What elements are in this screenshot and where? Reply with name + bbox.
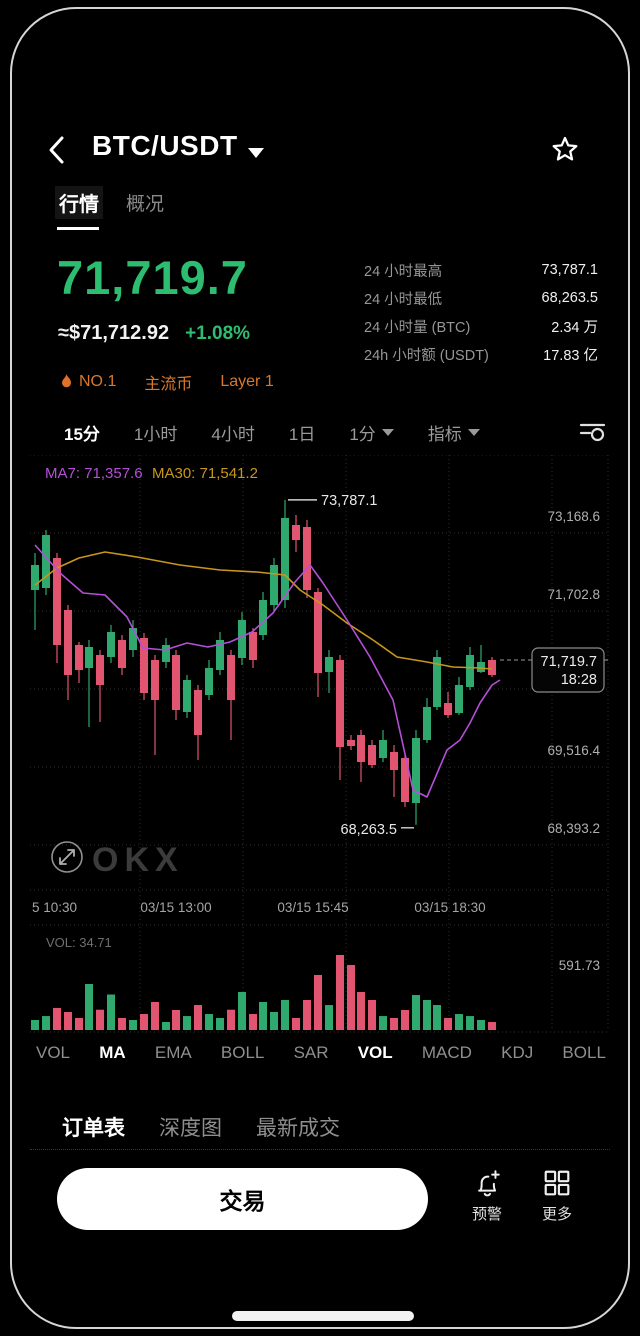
indicator-tabs: VOL MA EMA BOLL SAR VOL MACD KDJ BOLL: [36, 1043, 606, 1063]
price-axis-label: 69,516.4: [547, 743, 600, 758]
volume-current-label: VOL: 34.71: [46, 935, 112, 950]
pair-selector-caret-icon[interactable]: [248, 148, 264, 158]
timeframe-4h[interactable]: 4小时: [211, 424, 255, 444]
home-indicator[interactable]: [232, 1311, 414, 1321]
current-price-tag[interactable]: 71,719.7 18:28: [531, 647, 605, 693]
indicator-macd[interactable]: MACD: [421, 1043, 472, 1062]
watermark-text: OKX: [92, 841, 184, 879]
category-badge-mainstream[interactable]: 主流币: [144, 376, 193, 393]
tab-market-underline: [57, 227, 99, 230]
candles: [31, 499, 496, 825]
ma7-line: [34, 544, 501, 798]
back-icon[interactable]: [46, 135, 68, 165]
trade-button[interactable]: 交易: [57, 1168, 428, 1230]
stats-panel: 24 小时最高 73,787.1 24 小时最低 68,263.5 24 小时量…: [352, 256, 598, 368]
volume-axis-label: 591.73: [559, 958, 600, 973]
time-axis-label: 03/15 18:30: [414, 900, 485, 915]
chevron-down-icon: [467, 428, 480, 436]
bell-plus-icon: [478, 1170, 500, 1197]
stat-value: 68,263.5: [541, 290, 598, 306]
flame-icon: [62, 374, 71, 388]
stat-value: 17.83 亿: [543, 347, 598, 364]
stat-row: 24 小时量 (BTC) 2.34 万: [352, 312, 598, 340]
tab-depth-chart[interactable]: 深度图: [159, 1117, 222, 1140]
timeframe-15m[interactable]: 15分: [64, 424, 100, 444]
stat-label: 24 小时最低: [364, 291, 443, 308]
ma30-label: MA30: 71,541.2: [152, 465, 258, 482]
pair-title[interactable]: BTC/USDT: [92, 130, 238, 161]
favorite-star-icon[interactable]: [549, 134, 581, 166]
stat-value: 2.34 万: [551, 319, 598, 336]
ma30-line: [34, 551, 493, 670]
tag-price: 71,719.7: [541, 654, 597, 670]
stat-row: 24 小时最低 68,263.5: [352, 284, 598, 312]
change-24h: +1.08%: [185, 323, 251, 344]
stat-label: 24h 小时额 (USDT): [364, 347, 489, 364]
time-axis-label: 03/15 13:00: [140, 900, 211, 915]
chart-settings-icon[interactable]: [579, 421, 606, 443]
grid-more-icon: [544, 1170, 570, 1196]
tab-market[interactable]: 行情: [55, 186, 103, 219]
indicator-vol-main[interactable]: VOL: [36, 1043, 71, 1062]
low-annotation: 68,263.5: [341, 822, 397, 838]
indicator-dropdown[interactable]: 指标: [428, 420, 480, 445]
timeframe-row: 15分 1小时 4小时 1日 1分 指标: [64, 418, 606, 446]
price-axis-label: 73,168.6: [547, 509, 600, 524]
timeframe-1m-dropdown[interactable]: 1分: [349, 420, 394, 445]
price-axis-label: 68,393.2: [547, 821, 600, 836]
time-axis-label: 5 10:30: [32, 900, 77, 915]
indicator-ema[interactable]: EMA: [154, 1043, 192, 1062]
divider: [30, 1149, 610, 1150]
stat-value: 73,787.1: [541, 262, 598, 278]
price-chart[interactable]: OKX MA7: 71,357.6 MA30: 71,541.2 73,787.1 68…: [30, 455, 610, 1035]
tag-time: 18:28: [561, 672, 597, 688]
chart-grid: [30, 455, 610, 1033]
high-annotation: 73,787.1: [321, 493, 377, 509]
alert-action[interactable]: 预警: [464, 1168, 510, 1224]
indicator-ma[interactable]: MA: [99, 1043, 126, 1062]
timeframe-1h[interactable]: 1小时: [133, 424, 178, 444]
stat-row: 24 小时最高 73,787.1: [352, 256, 598, 284]
timeframe-1d[interactable]: 1日: [288, 424, 316, 444]
indicator-sar[interactable]: SAR: [293, 1043, 329, 1062]
tab-order-book[interactable]: 订单表: [62, 1117, 125, 1140]
stat-row: 24h 小时额 (USDT) 17.83 亿: [352, 340, 598, 368]
okx-watermark: OKX: [51, 841, 184, 879]
tab-latest-trades[interactable]: 最新成交: [256, 1117, 340, 1140]
price-axis-label: 71,702.8: [547, 587, 600, 602]
badge-row: NO.1 主流币 Layer 1: [60, 370, 274, 394]
stat-label: 24 小时最高: [364, 263, 443, 280]
volume-bars: [31, 954, 496, 1030]
alert-label: 预警: [471, 1206, 502, 1223]
indicator-kdj[interactable]: KDJ: [501, 1043, 534, 1062]
more-action[interactable]: 更多: [534, 1168, 580, 1224]
usd-price: ≈$71,712.92: [58, 322, 170, 344]
last-price: 71,719.7: [57, 251, 248, 304]
indicator-boll2[interactable]: BOLL: [562, 1043, 606, 1062]
chevron-down-icon: [381, 428, 394, 436]
more-label: 更多: [541, 1206, 572, 1223]
indicator-boll[interactable]: BOLL: [220, 1043, 265, 1062]
orderbook-tabs: 订单表 深度图 最新成交: [62, 1112, 340, 1142]
stat-label: 24 小时量 (BTC): [364, 319, 471, 336]
time-axis-label: 03/15 15:45: [277, 900, 348, 915]
category-badge-layer1[interactable]: Layer 1: [220, 373, 274, 390]
indicator-vol-sub[interactable]: VOL: [357, 1043, 393, 1062]
ma7-label: MA7: 71,357.6: [45, 465, 143, 482]
tab-overview[interactable]: 概况: [126, 194, 165, 215]
rank-badge[interactable]: NO.1: [60, 373, 116, 391]
